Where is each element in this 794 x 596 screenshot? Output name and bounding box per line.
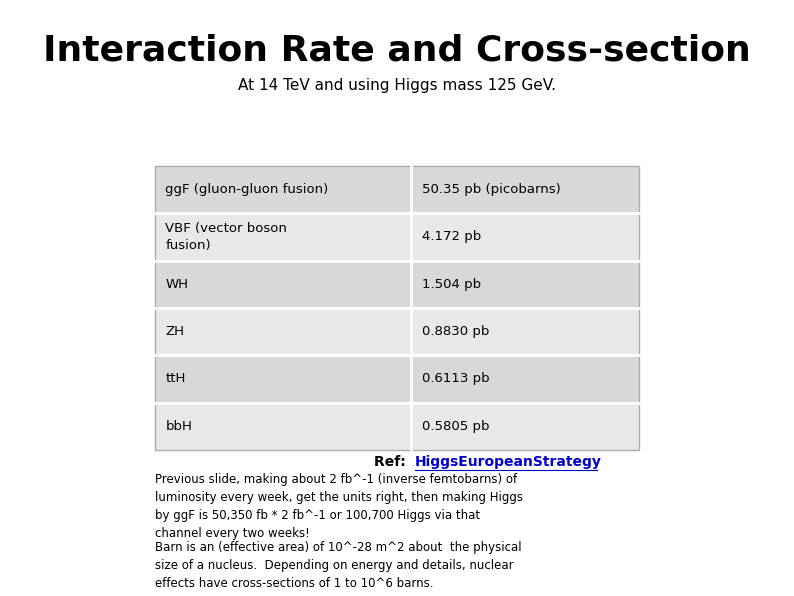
Text: HiggsEuropeanStrategy: HiggsEuropeanStrategy [414, 455, 601, 469]
FancyBboxPatch shape [155, 355, 411, 403]
Text: ZH: ZH [165, 325, 184, 338]
FancyBboxPatch shape [411, 213, 639, 260]
Text: VBF (vector boson
fusion): VBF (vector boson fusion) [165, 222, 287, 252]
Text: Barn is an (effective area) of 10^-28 m^2 about  the physical
size of a nucleus.: Barn is an (effective area) of 10^-28 m^… [155, 541, 522, 590]
Text: 1.504 pb: 1.504 pb [422, 278, 480, 291]
Text: 50.35 pb (picobarns): 50.35 pb (picobarns) [422, 183, 561, 196]
FancyBboxPatch shape [155, 403, 411, 450]
Text: 4.172 pb: 4.172 pb [422, 231, 481, 243]
Text: 0.5805 pb: 0.5805 pb [422, 420, 489, 433]
FancyBboxPatch shape [155, 308, 411, 355]
Text: At 14 TeV and using Higgs mass 125 GeV.: At 14 TeV and using Higgs mass 125 GeV. [238, 78, 556, 94]
FancyBboxPatch shape [155, 260, 411, 308]
Text: 0.8830 pb: 0.8830 pb [422, 325, 489, 338]
Text: ggF (gluon-gluon fusion): ggF (gluon-gluon fusion) [165, 183, 329, 196]
Text: bbH: bbH [165, 420, 192, 433]
FancyBboxPatch shape [155, 213, 411, 260]
Text: Ref:: Ref: [375, 455, 411, 469]
FancyBboxPatch shape [155, 166, 411, 213]
FancyBboxPatch shape [411, 308, 639, 355]
Text: Interaction Rate and Cross-section: Interaction Rate and Cross-section [43, 33, 751, 67]
FancyBboxPatch shape [411, 355, 639, 403]
FancyBboxPatch shape [411, 166, 639, 213]
Text: WH: WH [165, 278, 188, 291]
Text: 0.6113 pb: 0.6113 pb [422, 372, 489, 386]
FancyBboxPatch shape [411, 403, 639, 450]
Text: ttH: ttH [165, 372, 186, 386]
Text: Previous slide, making about 2 fb^-1 (inverse femtobarns) of
luminosity every we: Previous slide, making about 2 fb^-1 (in… [155, 473, 523, 540]
FancyBboxPatch shape [411, 260, 639, 308]
